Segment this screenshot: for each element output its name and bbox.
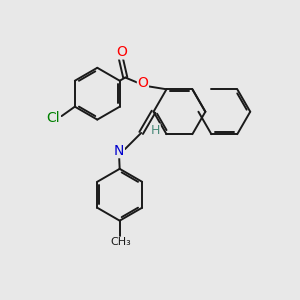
Text: Cl: Cl <box>46 111 60 125</box>
Text: O: O <box>137 76 148 90</box>
Text: CH₃: CH₃ <box>110 238 130 248</box>
Text: N: N <box>114 144 124 158</box>
Text: O: O <box>116 45 127 59</box>
Text: H: H <box>151 124 160 137</box>
